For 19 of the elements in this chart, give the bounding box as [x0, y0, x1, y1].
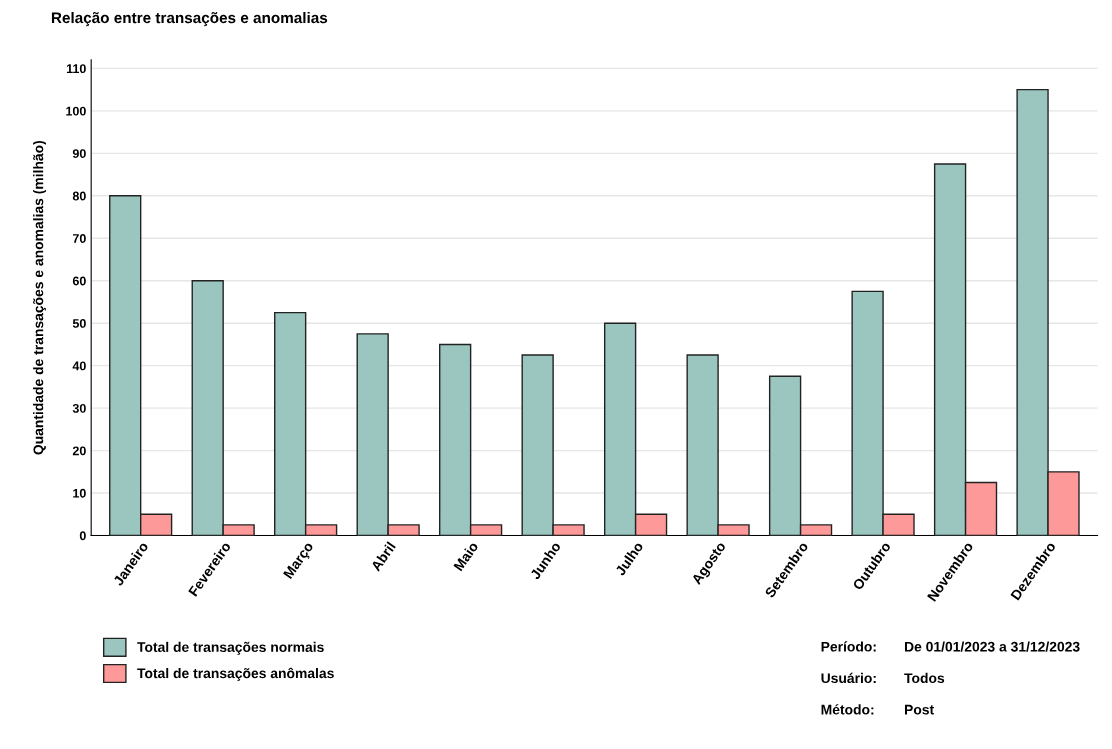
text: Método: Post: [821, 704, 934, 715]
y-tick-label: 50: [72, 319, 86, 328]
y-tick-label: 0: [79, 531, 86, 541]
y-axis-title: Quantidade de transações e anomalias (milhão): [33, 140, 47, 455]
legend-label: Total de transações normais: [137, 641, 324, 655]
text: Período: De 01/01/2023 a 31/12/2023: [821, 641, 1080, 652]
text: Usuário: Todos: [821, 672, 945, 684]
y-tick-label: 10: [73, 488, 86, 498]
y-tick-label: 40: [72, 361, 86, 371]
y-tick-label: 70: [72, 234, 86, 243]
y-tick-label: 90: [72, 149, 86, 158]
y-tick-label: 60: [72, 276, 86, 286]
y-tick-label: 30: [72, 403, 86, 413]
y-tick-label: 110: [66, 64, 86, 74]
y-tick-label: 80: [72, 191, 86, 201]
legend-label: Total de transações anômalas: [137, 667, 334, 681]
chart-title: Relação entre transações e anomalias: [51, 11, 328, 27]
y-tick-label: 100: [66, 106, 86, 116]
y-tick-label: 20: [72, 446, 86, 456]
